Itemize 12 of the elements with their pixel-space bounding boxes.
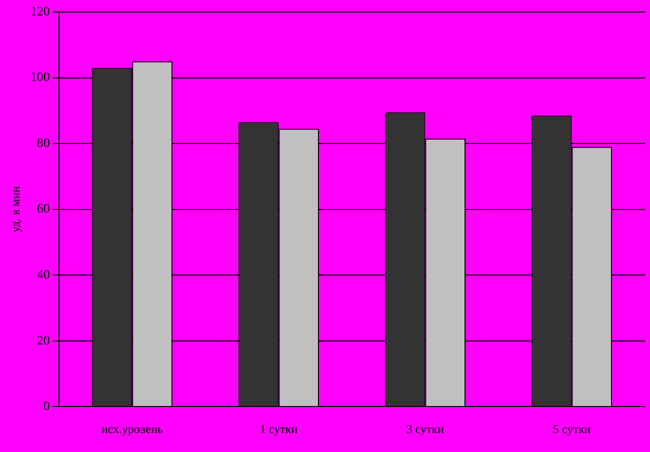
y-tick-label: 20 <box>36 332 50 348</box>
x-tick-label: исх.уровень <box>101 422 164 436</box>
x-tick-label: 3 сутки <box>406 422 445 436</box>
y-axis-title: уд. в мин <box>8 185 22 233</box>
y-tick-label: 60 <box>36 200 50 216</box>
y-tick-label: 100 <box>30 69 50 84</box>
y-tick-label: 80 <box>36 134 50 150</box>
y-tick-label: 40 <box>36 266 50 282</box>
x-tick-label: 5 сутки <box>552 422 592 436</box>
x-tick-label: 1 сутки <box>260 422 298 436</box>
y-tick-label: 0 <box>43 398 50 414</box>
y-tick-label: 120 <box>30 3 50 18</box>
